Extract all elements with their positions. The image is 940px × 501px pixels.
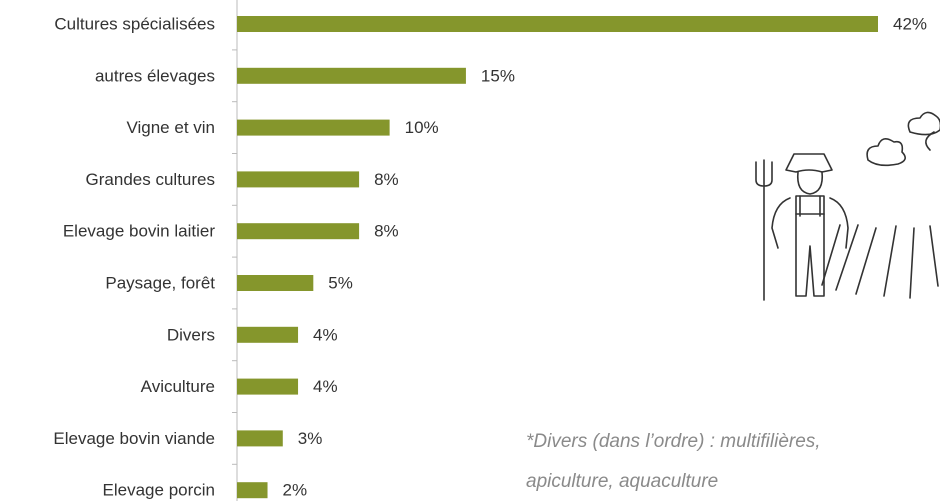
annotation: *Divers (dans l’ordre) : multifilières, — [526, 431, 821, 452]
bar — [237, 482, 268, 499]
bar — [237, 326, 299, 343]
value-label: 4% — [313, 325, 338, 344]
bar — [237, 430, 283, 447]
value-label: 3% — [298, 429, 323, 448]
bar — [237, 67, 466, 84]
category-label: Elevage bovin viande — [53, 429, 215, 448]
category-label: Grandes cultures — [86, 170, 215, 189]
value-label: 2% — [283, 481, 308, 500]
value-label: 5% — [328, 273, 353, 292]
value-label: 8% — [374, 222, 399, 241]
bar — [237, 275, 314, 291]
annotation: apiculture, aquaculture — [526, 471, 718, 492]
category-label: autres élevages — [95, 66, 215, 85]
bar — [237, 378, 299, 395]
category-label: Cultures spécialisées — [54, 14, 215, 33]
category-label: Aviculture — [141, 377, 215, 396]
category-label: Vigne et vin — [126, 118, 215, 137]
bar — [237, 119, 390, 136]
category-label: Divers — [167, 325, 215, 344]
value-label: 4% — [313, 377, 338, 396]
category-label: Elevage bovin laitier — [63, 222, 215, 241]
bar — [237, 223, 360, 240]
value-label: 8% — [374, 170, 399, 189]
category-label: Paysage, forêt — [105, 273, 215, 292]
value-label: 10% — [405, 118, 439, 137]
bar — [237, 171, 360, 188]
value-label: 42% — [893, 14, 927, 33]
bar — [237, 16, 878, 32]
category-label: Elevage porcin — [103, 481, 215, 500]
value-label: 15% — [481, 66, 515, 85]
farmer-illustration — [755, 111, 940, 301]
